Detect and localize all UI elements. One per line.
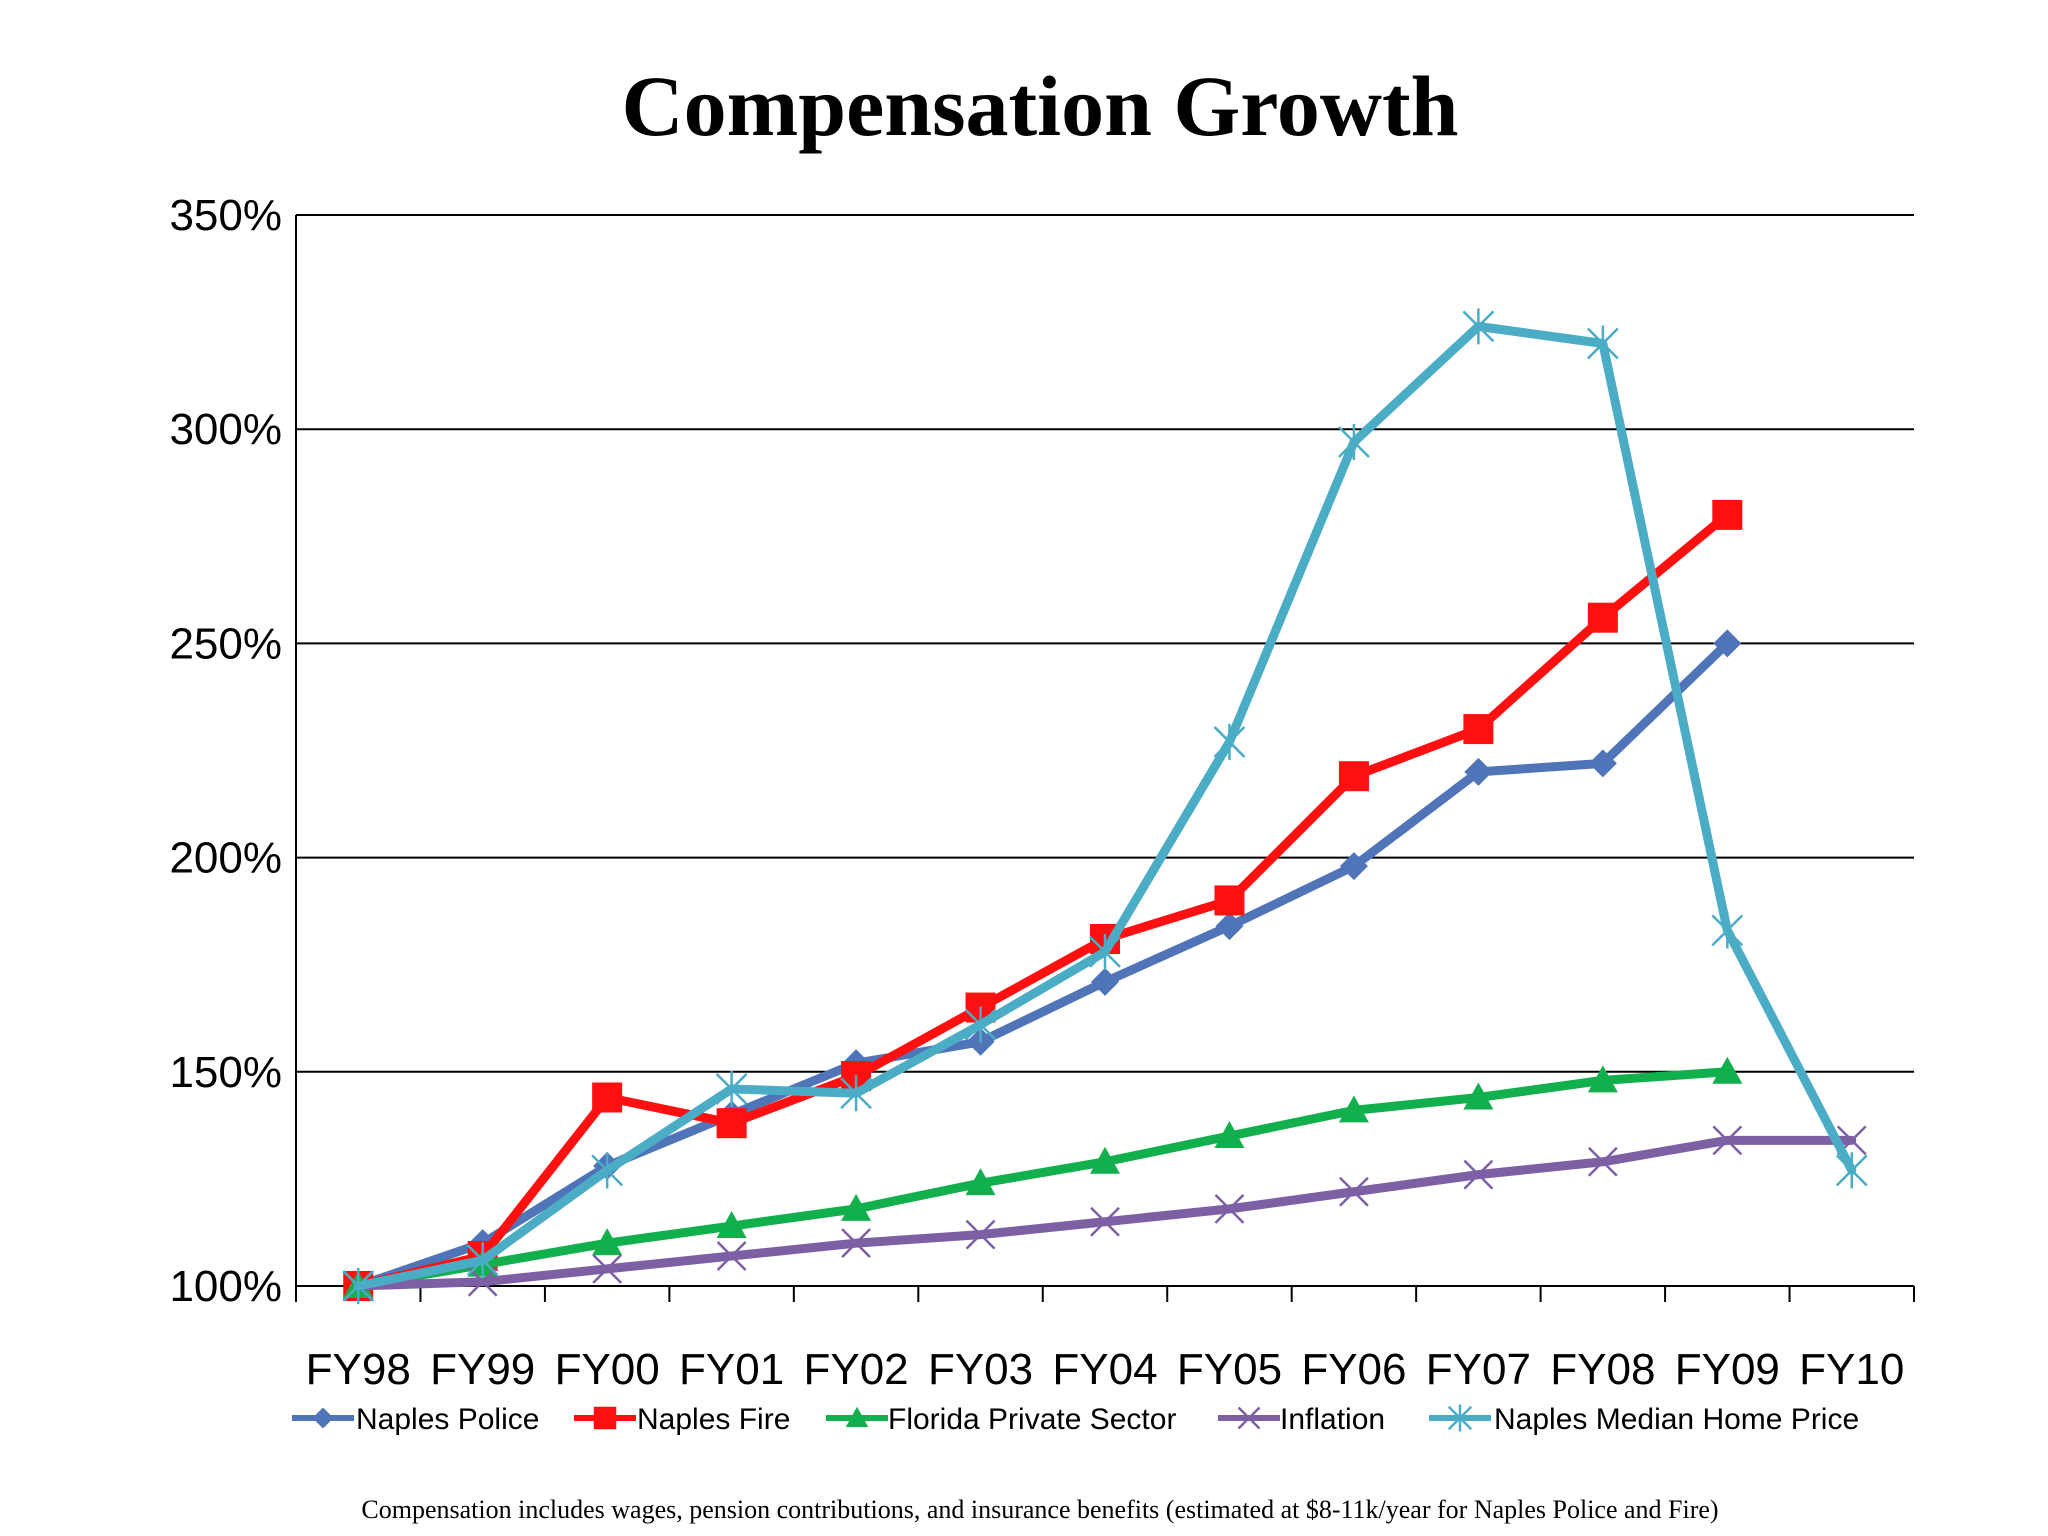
data-point	[1463, 714, 1494, 745]
legend-marker	[1237, 1406, 1261, 1430]
data-point	[1339, 852, 1368, 881]
data-point	[1712, 1125, 1743, 1156]
data-point	[1588, 749, 1617, 778]
data-point	[466, 1242, 499, 1279]
data-point	[342, 1268, 375, 1304]
legend-label: Inflation	[1280, 1403, 1385, 1436]
data-point	[1462, 308, 1495, 345]
data-point	[467, 1266, 498, 1297]
data-point	[1712, 499, 1743, 530]
data-point	[592, 1228, 623, 1256]
data-point	[1587, 1146, 1618, 1177]
data-point	[1339, 1176, 1369, 1207]
legend-marker	[845, 1406, 869, 1427]
data-point	[1587, 602, 1618, 633]
data-point	[1835, 1152, 1868, 1189]
x-tick-label: FY04	[1052, 1345, 1157, 1394]
x-tick-label: FY05	[1177, 1345, 1282, 1394]
gridlines	[296, 214, 1914, 1287]
axes: 100% 150% 200% 250% 300% 350% FY98 FY99 FY00 FY01…	[169, 191, 1915, 1394]
x-tick-label: FY06	[1301, 1345, 1406, 1394]
data-point	[1215, 912, 1244, 941]
data-point	[840, 1075, 872, 1112]
data-point	[716, 1108, 747, 1139]
data-point	[1711, 912, 1744, 949]
x-tick-label: FY07	[1426, 1345, 1531, 1394]
series-line	[353, 638, 1732, 1291]
legend-item: Naples Police	[292, 1403, 539, 1436]
data-point	[1587, 1065, 1618, 1093]
series-line	[353, 1067, 1732, 1291]
data-point	[592, 1082, 623, 1113]
y-tick-label: 300%	[169, 405, 282, 454]
data-point	[1090, 1146, 1120, 1174]
legend-item: Naples Fire	[574, 1403, 790, 1436]
y-tick-label: 250%	[169, 619, 282, 668]
data-point	[592, 1253, 623, 1284]
y-tick-label: 150%	[169, 1048, 282, 1097]
x-tick-label: FY99	[430, 1345, 535, 1394]
legend-item: Naples Median Home Price	[1429, 1403, 1859, 1436]
x-tick-label: FY03	[928, 1345, 1033, 1394]
series-lines	[342, 308, 1868, 1304]
y-tick-label: 200%	[169, 834, 282, 883]
data-point	[1214, 1194, 1245, 1224]
data-point	[1089, 933, 1121, 970]
x-tick-label: FY09	[1675, 1345, 1780, 1394]
legend-label: Naples Police	[356, 1403, 539, 1436]
data-point	[1338, 1095, 1369, 1123]
data-point	[715, 1070, 748, 1107]
data-point	[1463, 1159, 1494, 1190]
series-naples-median-home-price	[342, 308, 1868, 1304]
data-point	[1214, 885, 1245, 916]
legend-item: Inflation	[1218, 1403, 1385, 1436]
series-line	[353, 510, 1732, 1291]
x-tick-label: FY10	[1799, 1345, 1904, 1394]
series-naples-police	[344, 629, 1742, 1300]
x-tick-label: FY00	[555, 1345, 660, 1394]
legend-item: Florida Private Sector	[826, 1403, 1176, 1436]
data-point	[965, 1168, 996, 1196]
data-point	[1463, 1082, 1494, 1110]
series-line	[353, 321, 1857, 1291]
series-inflation	[343, 1125, 1867, 1301]
data-point	[1464, 757, 1493, 786]
data-point	[1586, 325, 1619, 362]
data-point	[1713, 629, 1742, 658]
data-point	[1214, 1121, 1245, 1149]
data-point	[965, 1219, 996, 1250]
x-tick-label: FY98	[306, 1345, 411, 1394]
data-point	[841, 1228, 871, 1259]
legend-label: Florida Private Sector	[888, 1403, 1176, 1436]
legend-marker	[1447, 1404, 1473, 1432]
legend: Naples Police Naples Fire Florida Private …	[292, 1403, 1859, 1436]
data-point	[1338, 761, 1369, 792]
chart-title: Compensation Growth	[622, 58, 1459, 154]
y-tick-label: 100%	[169, 1262, 282, 1311]
data-point	[964, 1006, 997, 1043]
data-point	[1091, 967, 1119, 996]
x-tick-label: FY08	[1550, 1345, 1655, 1394]
data-point	[1338, 424, 1370, 461]
x-tick-label: FY01	[679, 1345, 784, 1394]
legend-marker	[312, 1407, 334, 1429]
legend-marker	[593, 1406, 617, 1430]
data-point	[1712, 1056, 1743, 1084]
legend-label: Naples Fire	[637, 1403, 790, 1436]
y-tick-label: 350%	[169, 191, 282, 240]
series-florida-private-sector	[343, 1056, 1743, 1298]
data-point	[841, 1193, 872, 1221]
x-tick-label: FY02	[803, 1345, 908, 1394]
legend-label: Naples Median Home Price	[1494, 1403, 1859, 1436]
data-point	[716, 1241, 747, 1271]
footnote: Compensation includes wages, pension con…	[361, 1495, 1718, 1524]
data-point	[716, 1211, 747, 1239]
series-naples-fire	[343, 499, 1743, 1301]
data-point	[1090, 1206, 1120, 1237]
data-point	[1213, 723, 1246, 760]
data-point	[591, 1152, 624, 1189]
